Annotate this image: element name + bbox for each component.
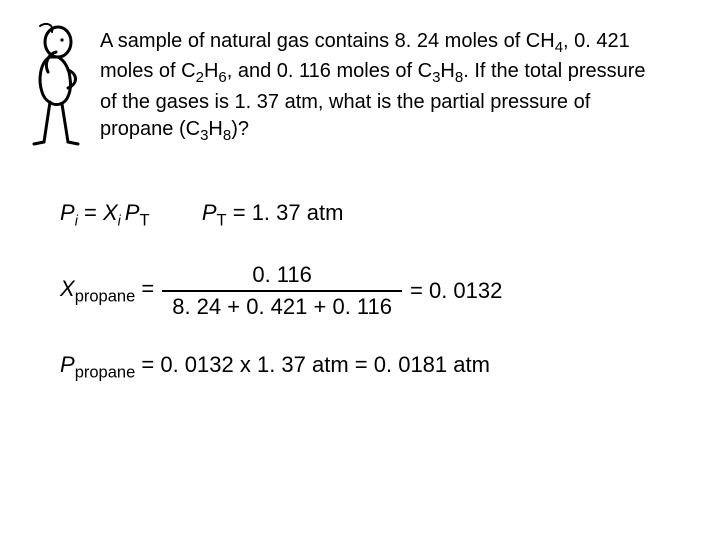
val-c3h8: 0. 116 bbox=[277, 60, 331, 82]
sub: 6 bbox=[218, 69, 226, 86]
txt: moles of C bbox=[331, 60, 432, 82]
var-P: P bbox=[125, 200, 140, 225]
eq: = bbox=[135, 276, 154, 301]
txt: , and bbox=[227, 60, 277, 82]
fraction: 0. 116 8. 24 + 0. 421 + 0. 116 bbox=[162, 260, 402, 322]
val-final: 0. 0132 x 1. 37 atm = 0. 0181 atm bbox=[160, 352, 490, 377]
formula-row: Pi = Xi PT PT = 1. 37 atm bbox=[60, 200, 660, 230]
slide: A sample of natural gas contains 8. 24 m… bbox=[0, 0, 720, 540]
problem-text: A sample of natural gas contains 8. 24 m… bbox=[100, 28, 660, 146]
eq: = bbox=[227, 200, 252, 225]
val-xpropane: 0. 0132 bbox=[429, 278, 502, 303]
sub-T: T bbox=[139, 211, 149, 229]
var-X: X bbox=[103, 200, 118, 225]
solution: Pi = Xi PT PT = 1. 37 atm Xpropane = 0. … bbox=[60, 200, 660, 383]
txt: moles of CH bbox=[439, 30, 555, 52]
var-P: P bbox=[60, 200, 75, 225]
var-P: P bbox=[60, 352, 75, 377]
val-pt: 1. 37 bbox=[235, 91, 279, 113]
sub-propane: propane bbox=[75, 364, 136, 382]
txt: H bbox=[208, 118, 222, 140]
txt: H bbox=[204, 60, 218, 82]
txt: A sample of natural gas contains bbox=[100, 30, 395, 52]
fraction-denominator: 8. 24 + 0. 421 + 0. 116 bbox=[162, 292, 402, 322]
txt: H bbox=[440, 60, 454, 82]
eq: = bbox=[135, 352, 160, 377]
txt: , bbox=[563, 30, 574, 52]
txt: moles of C bbox=[100, 60, 196, 82]
fraction-numerator: 0. 116 bbox=[242, 260, 322, 290]
sub: 4 bbox=[555, 39, 563, 56]
eq: = bbox=[410, 278, 429, 303]
txt: )? bbox=[231, 118, 249, 140]
var-P: P bbox=[202, 200, 217, 225]
val-c2h6: 0. 421 bbox=[574, 30, 630, 52]
sub-i: i bbox=[118, 213, 125, 229]
eq: = bbox=[78, 200, 103, 225]
mole-fraction-row: Xpropane = 0. 116 8. 24 + 0. 421 + 0. 11… bbox=[60, 260, 660, 322]
thinking-person-icon bbox=[20, 20, 90, 150]
sub: 8 bbox=[223, 127, 231, 144]
sub: 2 bbox=[196, 69, 204, 86]
val-pt: 1. 37 atm bbox=[252, 200, 344, 225]
sub-propane: propane bbox=[75, 288, 136, 306]
sub: 8 bbox=[455, 69, 463, 86]
final-row: Ppropane = 0. 0132 x 1. 37 atm = 0. 0181… bbox=[60, 352, 660, 382]
val-ch4: 8. 24 bbox=[395, 30, 439, 52]
sub-T: T bbox=[217, 211, 227, 229]
var-X: X bbox=[60, 276, 75, 301]
